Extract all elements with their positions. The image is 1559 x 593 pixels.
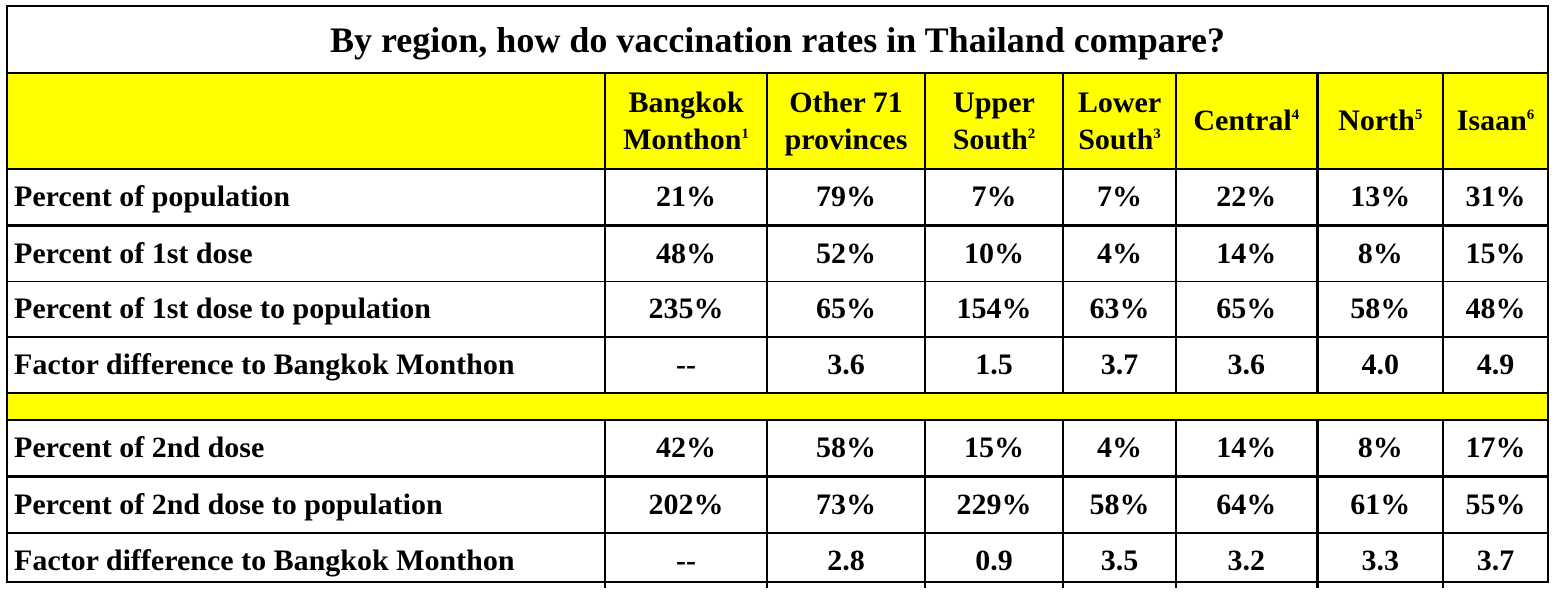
table-cell: 10%	[924, 225, 1063, 282]
table-cell: 3.6	[766, 337, 925, 394]
table-cell: 31%	[1442, 169, 1547, 227]
table-cell: 13%	[1315, 169, 1443, 227]
table-cell: 42%	[604, 420, 767, 478]
table-cell: 52%	[766, 225, 925, 282]
table-row: Percent of 1st dose to population 235% 6…	[8, 281, 1547, 338]
table-cell: 4%	[1062, 420, 1176, 478]
row-label: Percent of 2nd dose to population	[8, 476, 605, 534]
table-cell: 8%	[1315, 225, 1443, 282]
table-cell: 3.7	[1442, 533, 1547, 588]
table-cell: 15%	[924, 420, 1063, 478]
table-row: Percent of population 21% 79% 7% 7% 22% …	[8, 169, 1547, 227]
col-header-upper-south: Upper South2	[924, 74, 1063, 170]
row-label: Percent of 2nd dose	[8, 420, 605, 478]
table-cell: 4.9	[1442, 337, 1547, 394]
separator-cell	[8, 393, 1547, 421]
table-cell: 58%	[766, 420, 925, 478]
table-cell: --	[604, 337, 767, 394]
col-header-lower-south: Lower South3	[1062, 74, 1176, 170]
table-cell: 63%	[1062, 281, 1176, 338]
table-cell: 154%	[924, 281, 1063, 338]
col-header-north: North5	[1315, 74, 1443, 170]
table-row: Percent of 2nd dose 42% 58% 15% 4% 14% 8…	[8, 420, 1547, 478]
table-row: Factor difference to Bangkok Monthon -- …	[8, 337, 1547, 394]
table-cell: 3.7	[1062, 337, 1176, 394]
table-cell: 14%	[1175, 420, 1317, 478]
table-cell: 21%	[604, 169, 767, 227]
header-row: Bangkok Monthon1 Other 71 provinces Upper S…	[8, 74, 1547, 170]
table-title: By region, how do vaccination rates in T…	[8, 7, 1547, 74]
col-header-isaan: Isaan6	[1442, 74, 1547, 170]
table-cell: 61%	[1315, 476, 1443, 534]
table-cell: 65%	[766, 281, 925, 338]
col-header-central: Central4	[1175, 74, 1317, 170]
table-cell: 14%	[1175, 225, 1317, 282]
table-cell: 73%	[766, 476, 925, 534]
table-row: Percent of 2nd dose to population 202% 7…	[8, 476, 1547, 534]
table-cell: 202%	[604, 476, 767, 534]
table-cell: 229%	[924, 476, 1063, 534]
row-label: Percent of 1st dose to population	[8, 281, 605, 338]
table-cell: 48%	[604, 225, 767, 282]
table-cell: 48%	[1442, 281, 1547, 338]
table-row: Percent of 1st dose 48% 52% 10% 4% 14% 8…	[8, 225, 1547, 282]
table-cell: 7%	[1062, 169, 1176, 227]
yellow-separator-band	[8, 393, 1547, 421]
table-cell: 3.3	[1315, 533, 1443, 588]
col-header-bangkok: Bangkok Monthon1	[604, 74, 767, 170]
table-cell: 58%	[1315, 281, 1443, 338]
table-cell: 3.6	[1175, 337, 1317, 394]
table-cell: 65%	[1175, 281, 1317, 338]
table-cell: 8%	[1315, 420, 1443, 478]
table-cell: 15%	[1442, 225, 1547, 282]
header-corner	[8, 74, 605, 170]
table-cell: 3.5	[1062, 533, 1176, 588]
table-cell: 79%	[766, 169, 925, 227]
col-header-other-provinces: Other 71 provinces	[766, 74, 925, 170]
table-cell: 17%	[1442, 420, 1547, 478]
row-label: Factor difference to Bangkok Monthon	[14, 544, 515, 578]
table-cell: 0.9	[924, 533, 1063, 588]
row-label: Percent of population	[8, 169, 605, 227]
table-cell: 2.8	[766, 533, 925, 588]
row-label: Factor difference to Bangkok Monthon	[8, 337, 605, 394]
vaccination-table-frame: By region, how do vaccination rates in T…	[6, 5, 1549, 588]
table-cell: 55%	[1442, 476, 1547, 534]
table-cell: 3.2	[1175, 533, 1317, 588]
table-cell: 58%	[1062, 476, 1176, 534]
table-cell: 235%	[604, 281, 767, 338]
table-cell: 64%	[1175, 476, 1317, 534]
vaccination-table: Bangkok Monthon1 Other 71 provinces Upper S…	[8, 74, 1547, 588]
table-cell: 22%	[1175, 169, 1317, 227]
row-label: Percent of 1st dose	[8, 225, 605, 282]
table-cell: 7%	[924, 169, 1063, 227]
table-cell: 4%	[1062, 225, 1176, 282]
table-row: Factor difference to Bangkok Monthon -- …	[8, 533, 1547, 588]
table-cell: --	[604, 533, 767, 588]
table-cell: 1.5	[924, 337, 1063, 394]
table-cell: 4.0	[1315, 337, 1443, 394]
